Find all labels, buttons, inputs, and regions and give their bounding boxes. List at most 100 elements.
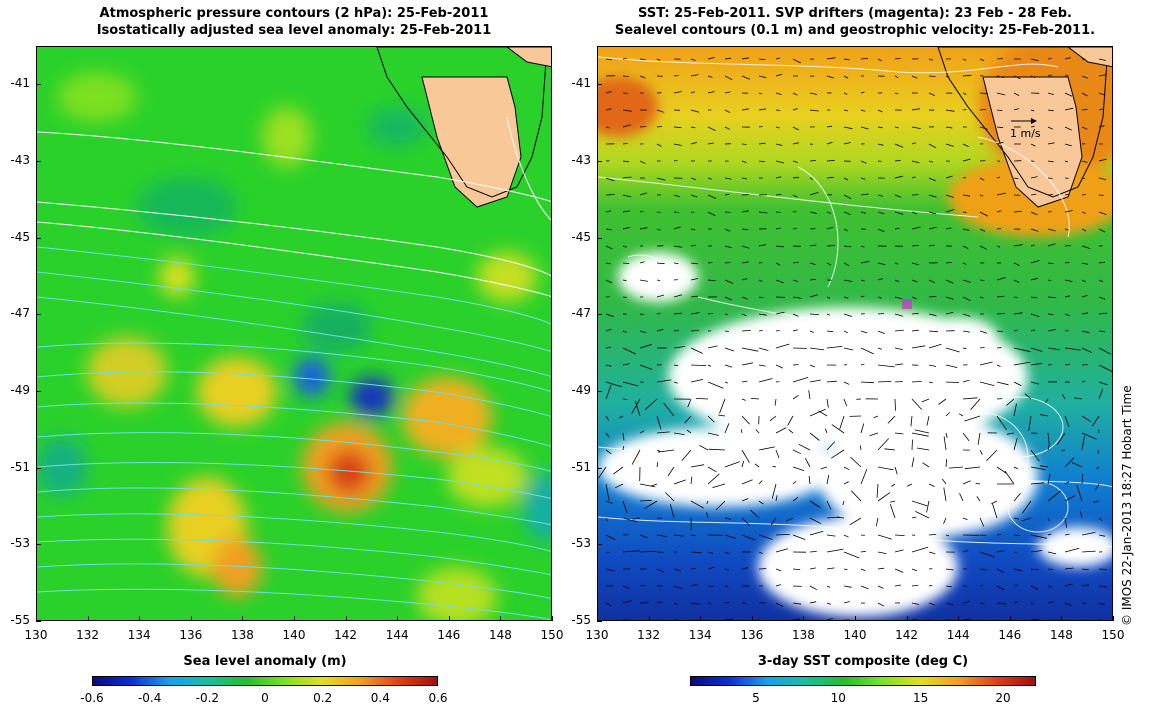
velocity-vector	[996, 381, 1009, 386]
velocity-vector	[1064, 481, 1070, 485]
velocity-vector	[945, 296, 954, 300]
velocity-vector	[656, 379, 672, 383]
velocity-vector	[1039, 414, 1049, 417]
velocity-vector	[1064, 547, 1080, 553]
velocity-vector	[1064, 261, 1070, 264]
velocity-vector	[657, 449, 675, 453]
velocity-vector	[911, 439, 913, 451]
velocity-vector	[996, 228, 1002, 230]
velocity-vector	[962, 143, 969, 148]
bathymetry-contour	[376, 47, 548, 198]
velocity-vector	[860, 585, 869, 590]
velocity-vector	[605, 262, 611, 265]
velocity-vector	[740, 429, 743, 434]
velocity-vector	[860, 330, 868, 334]
velocity-vector	[1098, 58, 1106, 61]
left-lon-tick-label: 138	[230, 628, 254, 642]
velocity-vector	[1081, 550, 1096, 553]
velocity-vector	[1064, 330, 1069, 332]
velocity-vector	[605, 500, 614, 504]
velocity-vector	[741, 245, 750, 249]
velocity-vector	[622, 446, 624, 451]
velocity-vector	[605, 602, 612, 606]
velocity-vector	[1081, 312, 1088, 315]
velocity-vector	[894, 227, 900, 230]
velocity-vector	[843, 228, 849, 232]
left-lon-tick-label: 146	[437, 628, 461, 642]
velocity-vector	[792, 534, 806, 540]
velocity-vector	[719, 398, 726, 414]
velocity-vector	[741, 347, 759, 352]
velocity-vector	[921, 398, 930, 403]
velocity-vector	[843, 245, 852, 248]
velocity-vector	[928, 279, 935, 284]
velocity-vector	[958, 413, 964, 417]
velocity-vector	[843, 585, 852, 588]
velocity-vector	[996, 602, 1006, 605]
velocity-vector	[707, 381, 724, 389]
velocity-vector	[622, 585, 630, 589]
velocity-vector	[1039, 465, 1049, 468]
velocity-vector	[1013, 262, 1020, 266]
velocity-vector	[843, 534, 849, 538]
velocity-vector	[979, 361, 993, 366]
velocity-vector	[1081, 75, 1088, 79]
velocity-vector	[895, 619, 897, 620]
left-lon-tick-label: 140	[282, 628, 306, 642]
velocity-vector	[996, 550, 1004, 553]
velocity-vector	[758, 58, 766, 60]
velocity-vector	[1030, 176, 1038, 179]
velocity-vector	[758, 347, 769, 351]
velocity-vector	[911, 126, 921, 129]
velocity-vector	[1047, 601, 1054, 604]
velocity-vector	[1030, 313, 1040, 317]
velocity-vector	[826, 313, 831, 316]
velocity-vector	[809, 262, 816, 265]
velocity-vector	[1030, 125, 1035, 128]
velocity-vector	[656, 329, 664, 332]
velocity-vector	[656, 568, 665, 573]
velocity-vector	[1047, 585, 1053, 589]
velocity-vector	[945, 227, 952, 230]
velocity-vector	[1098, 347, 1111, 355]
velocity-vector	[1047, 444, 1050, 451]
velocity-vector	[639, 192, 648, 196]
velocity-vector	[724, 126, 730, 130]
velocity-vector	[690, 312, 700, 315]
velocity-vector	[656, 294, 665, 298]
velocity-vector	[741, 160, 747, 164]
velocity-vector	[741, 449, 750, 463]
velocity-vector	[673, 245, 683, 248]
velocity-vector	[1064, 567, 1074, 570]
velocity-vector	[656, 449, 661, 452]
velocity-vector	[878, 619, 880, 620]
right-lat-tick-label: -45	[571, 229, 591, 244]
velocity-vector	[690, 278, 699, 281]
sst-colorbar	[690, 676, 1036, 686]
velocity-vector	[1006, 432, 1015, 435]
left-lon-tick	[397, 616, 399, 621]
right-lon-tick-label: 138	[791, 628, 815, 642]
right-lat-tick	[597, 84, 602, 86]
velocity-vector	[750, 398, 760, 400]
velocity-vector	[809, 347, 825, 351]
velocity-vector	[1030, 585, 1039, 590]
velocity-vector	[877, 602, 885, 607]
velocity-vector	[928, 226, 937, 230]
velocity-vector	[707, 142, 714, 145]
velocity-vector	[681, 449, 692, 461]
velocity-vector	[1081, 245, 1091, 249]
velocity-vector	[1098, 125, 1105, 128]
velocity-vector	[826, 500, 832, 510]
velocity-vector	[945, 381, 960, 383]
velocity-vector	[1047, 474, 1051, 485]
velocity-vector	[673, 226, 681, 230]
velocity-vector	[1098, 312, 1108, 315]
velocity-vector	[945, 194, 954, 198]
velocity-vector	[724, 601, 730, 604]
sst-colorbar-tick-label: 5	[752, 691, 760, 705]
velocity-vector	[1081, 126, 1088, 130]
velocity-vector	[809, 432, 820, 441]
left-lat-tick-label: -55	[10, 613, 30, 627]
velocity-vector	[741, 261, 749, 264]
